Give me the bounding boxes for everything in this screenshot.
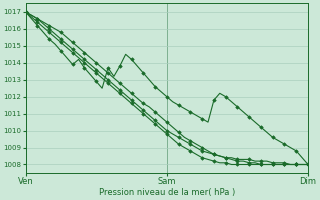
X-axis label: Pression niveau de la mer( hPa ): Pression niveau de la mer( hPa ) [99, 188, 235, 197]
